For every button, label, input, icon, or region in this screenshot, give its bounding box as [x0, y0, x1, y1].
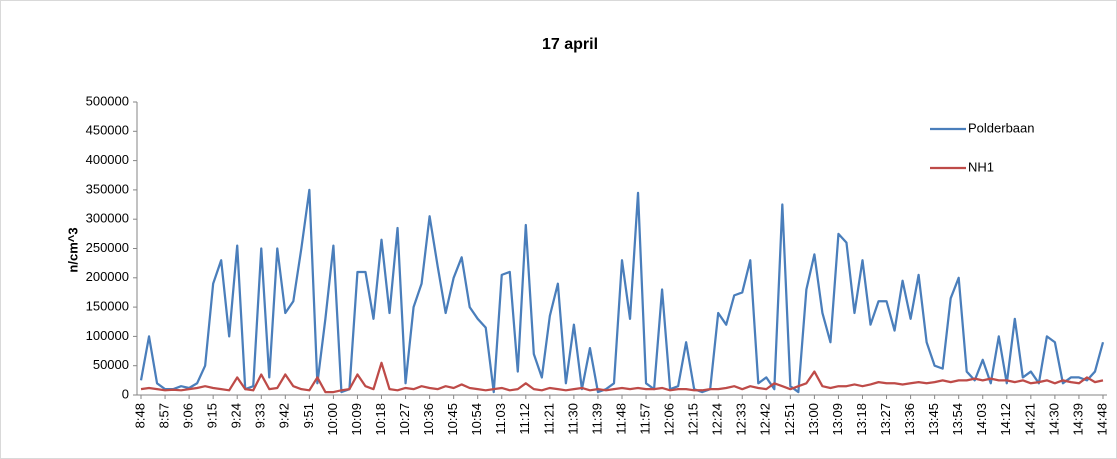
legend-label: NH1 — [968, 159, 994, 174]
x-tick-label: 13:00 — [806, 403, 821, 436]
x-tick-label: 12:42 — [758, 403, 773, 436]
x-tick-label: 10:00 — [325, 403, 340, 436]
x-tick-label: 10:09 — [349, 403, 364, 436]
x-tick-label: 10:18 — [373, 403, 388, 436]
x-tick-label: 11:12 — [517, 403, 532, 435]
y-tick-label: 200000 — [86, 269, 129, 284]
y-tick-label: 100000 — [86, 328, 129, 343]
series-line — [139, 188, 1105, 394]
x-tick-label: 13:45 — [926, 403, 941, 436]
x-tick-label: 14:21 — [1022, 403, 1037, 436]
x-tick-label: 10:54 — [469, 403, 484, 436]
y-tick-label: 350000 — [86, 181, 129, 196]
x-tick-label: 14:48 — [1094, 403, 1109, 436]
y-tick-label: 150000 — [86, 299, 129, 314]
x-tick-label: 9:24 — [229, 403, 244, 428]
x-tick-label: 11:30 — [565, 403, 580, 435]
x-tick-label: 13:18 — [854, 403, 869, 436]
x-tick-label: 12:33 — [734, 403, 749, 436]
x-tick-label: 12:24 — [710, 403, 725, 436]
x-tick-label: 11:57 — [637, 403, 652, 435]
y-tick-label: 450000 — [86, 123, 129, 138]
x-tick-label: 9:15 — [205, 403, 220, 428]
x-tick-label: 13:54 — [950, 403, 965, 436]
x-tick-label: 11:48 — [613, 403, 628, 435]
x-tick-label: 8:57 — [156, 403, 171, 428]
x-tick-label: 12:51 — [782, 403, 797, 436]
series-line — [140, 361, 1104, 394]
x-tick-label: 13:09 — [830, 403, 845, 436]
x-tick-label: 13:36 — [902, 403, 917, 436]
y-tick-label: 400000 — [86, 152, 129, 167]
y-axis-label: n/cm^3 — [65, 227, 80, 272]
y-tick-label: 500000 — [86, 93, 129, 108]
x-tick-label: 14:03 — [974, 403, 989, 436]
x-tick-label: 10:36 — [421, 403, 436, 436]
x-tick-label: 10:27 — [397, 403, 412, 436]
x-tick-label: 10:45 — [445, 403, 460, 436]
x-tick-label: 14:12 — [998, 403, 1013, 436]
x-tick-label: 9:42 — [277, 403, 292, 428]
y-tick-label: 50000 — [93, 357, 129, 372]
x-tick-label: 12:06 — [662, 403, 677, 436]
x-tick-label: 12:15 — [686, 403, 701, 436]
x-tick-label: 13:27 — [878, 403, 893, 436]
x-tick-label: 9:33 — [253, 403, 268, 428]
x-tick-label: 9:06 — [181, 403, 196, 428]
x-tick-label: 14:30 — [1046, 403, 1061, 436]
y-tick-label: 0 — [122, 386, 129, 401]
y-tick-label: 250000 — [86, 240, 129, 255]
y-tick-label: 300000 — [86, 211, 129, 226]
x-tick-label: 11:21 — [541, 403, 556, 435]
x-tick-label: 11:03 — [493, 403, 508, 435]
x-tick-label: 11:39 — [589, 403, 604, 435]
legend-label: Polderbaan — [968, 120, 1035, 135]
chart-title: 17 april — [542, 36, 598, 53]
x-tick-label: 14:39 — [1070, 403, 1085, 436]
x-tick-label: 9:51 — [301, 403, 316, 428]
x-tick-label: 8:48 — [132, 403, 147, 428]
